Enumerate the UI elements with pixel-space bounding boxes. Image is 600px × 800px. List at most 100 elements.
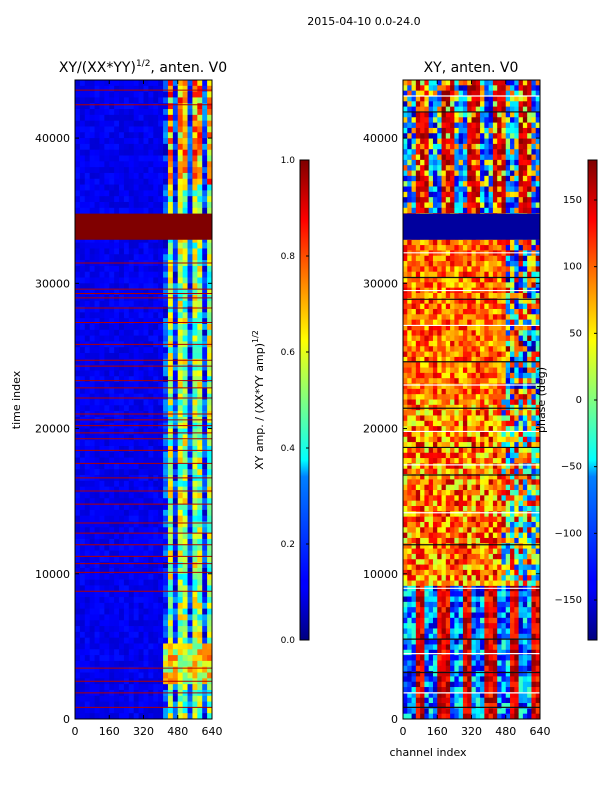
left-heat-cell <box>119 358 125 366</box>
right-heat-cell <box>441 367 447 374</box>
right-heat-cell <box>415 85 421 92</box>
left-heat-cell <box>84 614 91 621</box>
right-heat-cell <box>505 372 511 379</box>
left-heat-cell <box>94 172 100 180</box>
left-heat-cell <box>153 597 159 604</box>
left-heat-cell <box>207 271 212 278</box>
left-heat-cell <box>167 277 174 284</box>
left-heat-cell <box>192 91 198 98</box>
left-heat-cell <box>187 161 193 168</box>
left-heat-cell <box>202 126 208 133</box>
right-heat-cell <box>522 340 528 347</box>
right-heat-cell <box>510 133 515 139</box>
left-heat-cell <box>158 387 164 395</box>
right-heat-cell <box>531 303 537 310</box>
left-heat-cell <box>207 480 212 488</box>
left-heat-cell <box>119 172 125 180</box>
left-heat-cell <box>158 480 164 488</box>
right-heat-cell <box>497 255 502 262</box>
left-heat-cell <box>133 265 140 273</box>
right-heat-cell <box>514 90 519 97</box>
right-heat-cell <box>510 324 515 331</box>
right-heat-cell <box>510 80 515 86</box>
left-heat-cell <box>207 393 212 400</box>
left-heat-cell <box>138 695 144 702</box>
right-heat-cell <box>488 111 494 118</box>
left-heat-cell <box>99 695 105 702</box>
left-heat-cell <box>133 626 140 633</box>
left-heat-cell <box>202 161 208 168</box>
right-heat-cell <box>420 170 425 177</box>
right-heat-cell <box>424 143 430 150</box>
right-heat-cell <box>445 186 451 193</box>
left-heat-cell <box>192 620 198 627</box>
right-heat-cell <box>450 324 455 331</box>
left-heat-cell <box>94 120 100 127</box>
left-heat-cell <box>114 480 120 488</box>
right-heat-cell <box>471 159 477 166</box>
right-heat-cell <box>437 298 442 305</box>
right-heat-cell <box>497 314 502 321</box>
left-heat-cell <box>143 80 149 87</box>
right-heat-cell <box>411 245 417 251</box>
left-heat-cell <box>177 480 184 488</box>
right-heat-cell <box>441 133 447 139</box>
left-heat-cell <box>75 538 81 546</box>
left-heat-cell <box>128 521 135 528</box>
left-heat-cell <box>119 631 125 639</box>
left-heat-cell <box>99 103 105 110</box>
right-heat-cell <box>510 351 515 358</box>
left-heat-cell <box>143 143 149 151</box>
left-heat-cell <box>94 480 100 488</box>
left-heat-cell <box>192 382 198 389</box>
right-heat-cell <box>432 202 438 209</box>
left-heat-cell <box>133 445 140 453</box>
right-heat-cell <box>484 356 490 363</box>
right-heat-cell <box>445 324 451 331</box>
left-heat-cell <box>197 172 203 180</box>
right-heat-cell <box>445 202 451 209</box>
right-heat-cell <box>492 314 498 321</box>
right-heat-cell <box>415 314 421 321</box>
right-heat-cell <box>462 143 468 150</box>
left-heat-cell <box>89 85 95 93</box>
left-heat-cell <box>192 405 198 412</box>
left-heat-cell <box>89 347 95 354</box>
right-heat-cell <box>488 308 494 315</box>
left-heat-cell <box>163 695 169 702</box>
right-heat-cell <box>454 324 460 331</box>
right-heat-cell <box>424 154 430 161</box>
left-heat-cell <box>99 399 105 406</box>
right-heat-cell <box>424 261 430 267</box>
left-heat-cell <box>197 701 203 708</box>
left-heat-cell <box>119 620 125 627</box>
right-heat-cell <box>471 372 477 379</box>
left-heat-cell <box>197 161 203 168</box>
left-heat-cell <box>89 504 95 511</box>
left-heat-cell <box>119 300 125 307</box>
left-heat-cell <box>158 265 164 273</box>
left-heat-cell <box>138 335 144 342</box>
left-heat-cell <box>187 265 193 273</box>
right-heat-cell <box>505 335 511 342</box>
right-heat-cell <box>441 207 447 214</box>
right-heat-cell <box>450 106 455 113</box>
left-heat-cell <box>138 550 144 557</box>
left-heat-cell <box>79 358 86 366</box>
right-heat-cell <box>501 282 507 289</box>
left-heat-cell <box>172 248 179 255</box>
left-heat-cell <box>153 498 159 505</box>
right-heat-cell <box>428 159 434 166</box>
left-heat-cell <box>143 585 149 592</box>
left-heat-cell <box>167 382 174 389</box>
right-heat-cell <box>518 335 524 342</box>
left-heat-cell <box>89 376 95 383</box>
left-heat-cell <box>182 312 188 319</box>
left-heat-cell <box>167 329 174 336</box>
right-heat-cell <box>428 266 434 273</box>
left-heat-cell <box>202 515 208 522</box>
left-heat-cell <box>158 626 164 633</box>
left-heat-cell <box>104 277 110 284</box>
left-heat-cell <box>202 556 208 563</box>
right-heat-cell <box>518 239 524 246</box>
